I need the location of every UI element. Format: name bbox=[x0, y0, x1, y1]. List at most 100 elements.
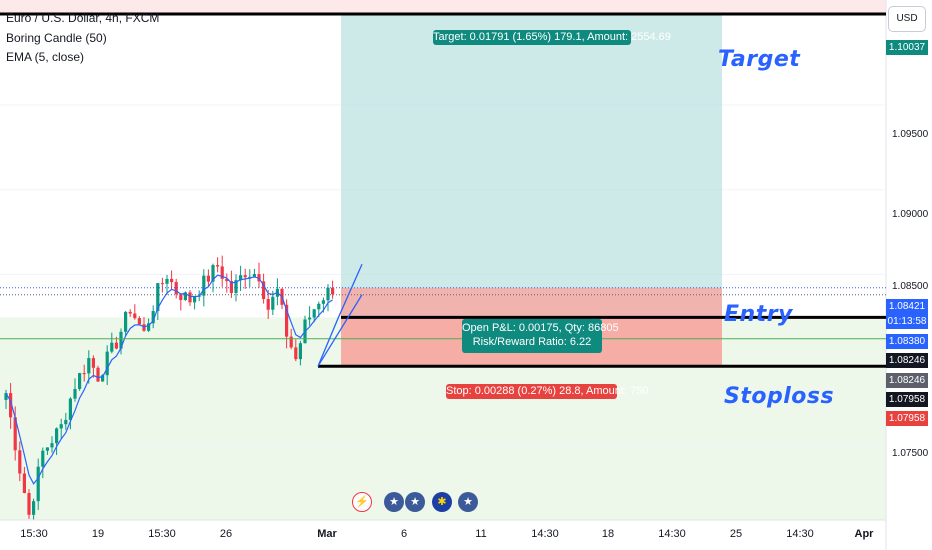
indicator-legend-boring-candle[interactable]: Boring Candle (50) bbox=[6, 31, 107, 45]
candle-body bbox=[206, 275, 210, 282]
candle-body bbox=[96, 367, 100, 382]
candle-body bbox=[285, 304, 289, 337]
candle-body bbox=[78, 373, 82, 389]
x-tick-label: 25 bbox=[729, 528, 743, 540]
stop-price-label-2: 1.07958 bbox=[886, 411, 928, 426]
candle-body bbox=[13, 417, 17, 451]
annotation-stoploss[interactable]: Stoploss bbox=[724, 384, 835, 409]
x-tick-label: 14:30 bbox=[786, 528, 814, 540]
indicator-legend-ema[interactable]: EMA (5, close) bbox=[6, 50, 85, 64]
candle-body bbox=[321, 300, 325, 304]
candle-body bbox=[165, 278, 169, 284]
candle-body bbox=[174, 282, 178, 295]
candle-body bbox=[91, 358, 95, 368]
annotation-entry[interactable]: Entry bbox=[724, 302, 793, 327]
candle-body bbox=[289, 336, 293, 348]
trendline-drawing bbox=[317, 263, 363, 367]
candle-body bbox=[45, 447, 49, 451]
candle-body bbox=[22, 473, 26, 494]
annotation-target[interactable]: Target bbox=[718, 47, 801, 72]
candle-body bbox=[151, 311, 155, 324]
candle-body bbox=[128, 311, 132, 314]
y-tick-label: 1.09500 bbox=[892, 129, 929, 140]
ema-5-line bbox=[5, 274, 333, 485]
entry-price-label-2: 1.08246 bbox=[886, 373, 928, 388]
above-target-band bbox=[0, 0, 886, 15]
x-tick-label: 26 bbox=[219, 528, 233, 540]
x-tick-label: 19 bbox=[91, 528, 105, 540]
stop-info-label[interactable]: Stop: 0.00288 (0.27%) 28.8, Amount: 750 bbox=[446, 384, 649, 399]
countdown-label: 01:13:58 bbox=[886, 314, 928, 329]
pnl-info-label[interactable]: Open P&L: 0.00175, Qty: 86805 Risk/Rewar… bbox=[462, 319, 619, 353]
x-tick-label: 15:30 bbox=[148, 528, 176, 540]
candle-body bbox=[308, 317, 312, 320]
target-info-label[interactable]: Target: 0.01791 (1.65%) 179.1, Amount: 2… bbox=[433, 30, 671, 45]
candle-body bbox=[298, 343, 302, 360]
x-tick-label: 18 bbox=[601, 528, 615, 540]
candle-body bbox=[142, 324, 146, 331]
us-flag-event-icon[interactable]: ★ bbox=[405, 492, 425, 512]
candle-body bbox=[326, 287, 330, 301]
y-tick-label: 1.07500 bbox=[892, 448, 929, 459]
position-zones bbox=[341, 14, 722, 367]
candle-body bbox=[225, 278, 229, 282]
price-axis-panel bbox=[886, 0, 932, 550]
candle-body bbox=[114, 342, 118, 349]
x-tick-label: Apr bbox=[854, 528, 874, 540]
candle-body bbox=[211, 265, 215, 282]
us-flag-event-icon[interactable]: ★ bbox=[384, 492, 404, 512]
candle-body bbox=[36, 466, 40, 502]
risk-reward-line: Risk/Reward Ratio: 6.22 bbox=[472, 336, 592, 348]
symbol-legend[interactable]: Euro / U.S. Dollar, 4h, FXCM bbox=[6, 11, 160, 25]
candle-body bbox=[82, 373, 86, 375]
open-pnl-zone bbox=[341, 287, 722, 318]
candle-body bbox=[193, 296, 197, 303]
candle-body bbox=[137, 318, 141, 325]
trendline-drawing bbox=[317, 294, 363, 367]
us-flag-event-icon[interactable]: ★ bbox=[458, 492, 478, 512]
candle-body bbox=[188, 292, 192, 303]
candle-body bbox=[170, 278, 174, 283]
eu-flag-event-icon[interactable]: ✱ bbox=[432, 492, 452, 512]
candle-body bbox=[266, 298, 270, 310]
candle-body bbox=[317, 303, 321, 310]
candle-body bbox=[73, 388, 77, 399]
candle-body bbox=[18, 450, 22, 474]
current-price-label: 1.08421 bbox=[886, 299, 928, 314]
candle-body bbox=[68, 398, 72, 420]
candle-body bbox=[239, 275, 243, 281]
candle-body bbox=[59, 424, 63, 429]
target-zone bbox=[341, 14, 722, 318]
lightning-event-icon[interactable]: ⚡ bbox=[352, 492, 372, 512]
candle-body bbox=[101, 375, 105, 382]
candle-body bbox=[294, 347, 298, 360]
x-tick-label: 11 bbox=[475, 528, 487, 540]
ema-line bbox=[5, 274, 333, 485]
candle-body bbox=[160, 283, 164, 285]
x-tick-label: 14:30 bbox=[531, 528, 559, 540]
candle-body bbox=[220, 266, 224, 279]
candle-body bbox=[50, 443, 54, 448]
candle-body bbox=[183, 292, 187, 301]
candle-body bbox=[234, 280, 238, 293]
candle-body bbox=[27, 493, 31, 515]
candle-body bbox=[179, 294, 183, 301]
candle-body bbox=[133, 313, 137, 319]
candle-body bbox=[271, 296, 275, 310]
candle-body bbox=[55, 428, 59, 444]
candle-body bbox=[9, 393, 13, 418]
candle-body bbox=[32, 501, 36, 515]
stop-price-label: 1.07958 bbox=[886, 392, 928, 407]
candle-body bbox=[41, 450, 45, 467]
candle-body bbox=[216, 265, 220, 267]
currency-button[interactable]: USD bbox=[888, 6, 926, 32]
candle-body bbox=[156, 283, 160, 312]
target-price-label: 1.10037 bbox=[886, 40, 928, 55]
candle-body bbox=[4, 393, 8, 400]
pnl-line: Open P&L: 0.00175, Qty: 86805 bbox=[462, 322, 619, 334]
candle-body bbox=[64, 419, 68, 425]
candle-body bbox=[124, 311, 128, 332]
x-tick-label: Mar bbox=[317, 528, 337, 540]
y-tick-label: 1.08500 bbox=[892, 281, 929, 292]
